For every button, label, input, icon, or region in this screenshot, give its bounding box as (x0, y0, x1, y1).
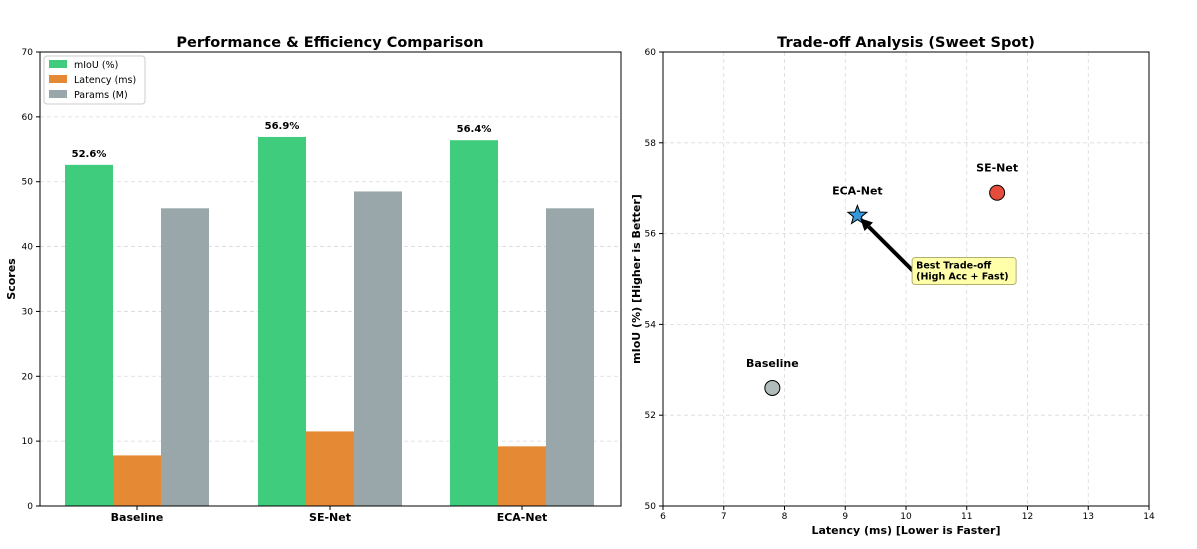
y-tick-label: 56 (645, 230, 657, 240)
bar-value-label: 56.9% (265, 121, 300, 132)
y-axis-label: Scores (5, 258, 18, 300)
tradeoff-chart: Trade-off Analysis (Sweet Spot) 6 7 8 9 10 11… (630, 35, 1155, 537)
legend-label: Latency (ms) (74, 75, 136, 86)
bar-miou (65, 164, 113, 506)
legend-swatch (49, 90, 67, 98)
y-tick-label: 60 (645, 48, 657, 58)
legend-box (43, 55, 146, 105)
y-tick-label: 10 (22, 437, 34, 447)
x-tick-label: ECA-Net (497, 511, 548, 524)
y-tick-label: 30 (22, 307, 34, 317)
point-se-net (989, 184, 1006, 201)
bar-miou (450, 140, 498, 506)
point-label: ECA-Net (832, 184, 883, 197)
x-tick-label: 10 (900, 512, 912, 522)
x-tick-label: 13 (1083, 512, 1094, 522)
bar-params (161, 208, 209, 506)
x-tick-label: 7 (721, 512, 727, 522)
y-axis-label-right: mIoU (%) [Higher is Better] (630, 194, 643, 364)
y-tick-label: 40 (22, 243, 34, 253)
point-label: Baseline (746, 357, 799, 370)
bar-latency (498, 446, 546, 506)
x-tick-label: 9 (842, 512, 848, 522)
x-tick-label: 14 (1143, 512, 1155, 522)
x-tick-label: Baseline (111, 511, 164, 524)
annotation-box (911, 257, 1017, 286)
legend-swatch (49, 60, 67, 68)
point-eca-net (846, 203, 869, 225)
legend-label: mIoU (%) (74, 60, 118, 71)
bar-latency (306, 431, 354, 506)
x-tick-label: 11 (961, 512, 972, 522)
y-tick-label: 52 (645, 411, 656, 421)
bar-params (354, 191, 402, 506)
performance-chart-title: Performance & Efficiency Comparison (176, 35, 483, 51)
bar-params (546, 208, 594, 506)
y-tick-label: 0 (27, 502, 33, 512)
bar-value-label: 56.4% (457, 124, 492, 135)
x-tick-label: SE-Net (309, 511, 351, 524)
point-label: SE-Net (976, 162, 1018, 175)
annotation-arrowhead (860, 218, 873, 231)
y-tick-label: 20 (22, 372, 34, 382)
y-tick-label: 54 (645, 320, 657, 330)
legend-swatch (49, 75, 67, 83)
legend-label: Params (M) (74, 90, 128, 101)
point-baseline (764, 379, 781, 396)
y-tick-label: 70 (22, 48, 34, 58)
bar-miou (258, 136, 306, 506)
annotation-text: Best Trade-off (916, 261, 991, 272)
x-tick-label: 6 (660, 512, 666, 522)
performance-chart: Performance & Efficiency Comparison 52.6… (5, 35, 622, 524)
y-tick-label: 60 (22, 113, 34, 123)
y-tick-label: 50 (22, 178, 34, 188)
y-tick-label: 58 (645, 139, 657, 149)
legend: mIoU (%) Latency (ms) Params (M) (43, 55, 146, 105)
x-axis-label: Latency (ms) [Lower is Faster] (811, 524, 1000, 537)
bar-latency (113, 455, 161, 506)
y-tick-label: 50 (645, 502, 657, 512)
annotation-text: (High Acc + Fast) (916, 272, 1009, 283)
x-tick-label: 8 (782, 512, 788, 522)
x-tick-label: 12 (1022, 512, 1033, 522)
bar-value-label: 52.6% (72, 149, 107, 160)
tradeoff-chart-title: Trade-off Analysis (Sweet Spot) (777, 35, 1035, 51)
